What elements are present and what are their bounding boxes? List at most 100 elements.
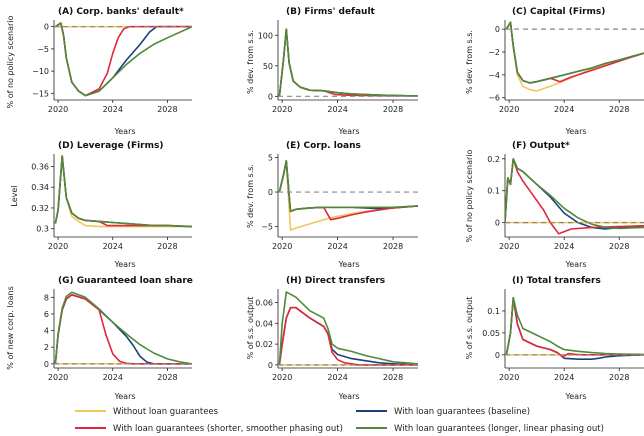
panel-g-series-shorter [54, 293, 192, 365]
panel-b-y-tick-label: 100 [258, 31, 273, 40]
panel-i-x-tick-label: 2028 [609, 373, 629, 382]
panel-i-x-tick-label: 2020 [499, 373, 519, 382]
panel-h-plot: 2020 2024 2028 0.06 0.04 0.02 0 [255, 289, 418, 382]
panel-g-y-tick-label: 4 [44, 327, 49, 336]
panel-f-series-longer [505, 158, 644, 230]
panel-c-plot: 2020 2024 2028 0 −2 −4 −6 [488, 20, 644, 114]
panel-a-ylabel: % of no policy scenario [6, 15, 15, 108]
panel-i-title: (I) Total transfers [512, 276, 601, 286]
panel-f-title: (F) Output* [512, 141, 570, 151]
panel-i-series-group [505, 296, 644, 361]
panel-b-x-tick-label: 2028 [383, 105, 403, 114]
panel-g-series-group [54, 291, 192, 365]
panel-d-x-tick-label: 2028 [157, 242, 177, 251]
panel-c-series-shorter [505, 21, 644, 84]
panel-e-xlabel: Years [337, 260, 359, 269]
panel-h-x-tick-label: 2020 [272, 373, 292, 382]
panel-c-y-tick-label: −6 [488, 94, 500, 103]
panel-h-y-tick-label: 0.06 [255, 299, 273, 308]
panel-a-x-tick-label: 2028 [157, 105, 177, 114]
panel-e-series-shorter [278, 160, 418, 221]
panel-c-x-tick-label: 2024 [554, 105, 574, 114]
panel-i-plot: 2020 2024 2028 0.1 0.05 0 [482, 289, 644, 382]
panel-g-x-tick-label: 2028 [157, 373, 177, 382]
legend-label-baseline: With loan guarantees (baseline) [394, 407, 530, 417]
panel-f-series-group [505, 158, 644, 235]
panel-f-ylabel: % of no policy scenario [465, 149, 474, 242]
panel-a-series-group [54, 22, 192, 97]
panel-a-series-longer [54, 22, 192, 97]
panel-d-ylabel: Level [10, 185, 19, 206]
panel-i-series-baseline [505, 296, 644, 361]
panel-f-y-tick-label: 0.2 [487, 155, 500, 164]
panel-a-x-tick-label: 2024 [103, 105, 123, 114]
panel-c-series-group [505, 21, 644, 92]
panel-c-y-tick-label: −4 [488, 71, 500, 80]
panel-i-series-shorter [505, 296, 644, 358]
panel-g-xlabel: Years [113, 392, 135, 401]
panel-g-y-tick-label: 8 [44, 293, 49, 302]
panel-h-x-tick-label: 2028 [383, 373, 403, 382]
panel-b-x-tick-label: 2020 [272, 105, 292, 114]
legend-label-without: Without loan guarantees [113, 407, 219, 417]
panel-g-x-tick-label: 2020 [48, 373, 68, 382]
panel-c-y-tick-label: 0 [495, 25, 500, 34]
panel-d-series-group [54, 155, 192, 228]
panel-d-x-tick-label: 2020 [48, 242, 68, 251]
panel-e-y-tick-label: 0 [268, 188, 273, 197]
panel-g-title: (G) Guaranteed loan share [58, 276, 193, 286]
panel-c-ylabel: % dev. from s.s. [465, 30, 474, 94]
panel-f-x-tick-label: 2020 [499, 242, 519, 251]
panel-d-series-longer [54, 155, 192, 228]
panel-e-series-without [278, 160, 418, 231]
panel-f-x-tick-label: 2028 [609, 242, 629, 251]
panel-h-title: (H) Direct transfers [286, 276, 385, 286]
panel-i-x-tick-label: 2024 [554, 373, 574, 382]
panel-f-xlabel: Years [564, 260, 586, 269]
panel-f-y-tick-label: 0.1 [487, 187, 500, 196]
panel-b-x-tick-label: 2024 [327, 105, 347, 114]
panel-c-x-tick-label: 2028 [609, 105, 629, 114]
panel-d-y-tick-label: 0.36 [31, 162, 49, 171]
panel-a-y-tick-label: −10 [32, 67, 49, 76]
legend-label-shorter: With loan guarantees (shorter, smoother … [113, 424, 343, 434]
panel-e-x-tick-label: 2024 [327, 242, 347, 251]
panel-b-ylabel: % dev. from s.s. [246, 30, 255, 94]
panel-e-x-tick-label: 2020 [272, 242, 292, 251]
panel-h-y-tick-label: 0.02 [255, 340, 273, 349]
panel-e-title: (E) Corp. loans [286, 141, 361, 151]
panel-a-x-tick-label: 2020 [48, 105, 68, 114]
panel-c-x-tick-label: 2020 [499, 105, 519, 114]
panel-a-plot: 2020 2024 2028 0 −5 −10 −15 [32, 20, 192, 114]
panel-a-y-tick-label: −15 [32, 89, 49, 98]
panel-d-plot: 2020 2024 2028 0.36 0.34 0.32 0.3 [31, 154, 192, 251]
panel-h-series-shorter [278, 306, 418, 366]
panel-a-series-baseline [54, 22, 192, 97]
panel-e-series-baseline [278, 160, 418, 213]
panel-d-x-tick-label: 2024 [103, 242, 123, 251]
panel-g-series-longer [54, 291, 192, 365]
panel-h-x-tick-label: 2024 [327, 373, 347, 382]
panel-b-plot: 2020 2024 2028 100 50 0 [258, 20, 418, 114]
panel-e-ylabel: % dev. from s.s. [246, 164, 255, 228]
panel-b-series-group [278, 28, 418, 97]
panel-g-plot: 2020 2024 2028 8 6 4 2 0 [44, 289, 192, 382]
panel-h-series-baseline [278, 306, 418, 366]
panel-b-xlabel: Years [337, 127, 359, 136]
panel-e-y-tick-label: 5 [268, 153, 273, 162]
panel-a-y-tick-label: 0 [44, 23, 49, 32]
panel-f-plot: 2020 2024 2028 0.2 0.1 0 [487, 154, 644, 251]
panel-i-y-tick-label: 0 [495, 351, 500, 360]
panel-g-x-tick-label: 2024 [103, 373, 123, 382]
panel-g-y-tick-label: 2 [44, 343, 49, 352]
panel-i-series-longer [505, 296, 644, 356]
panel-a-y-tick-label: −5 [37, 45, 49, 54]
legend-label-longer: With loan guarantees (longer, linear pha… [394, 424, 604, 434]
panel-f-series-baseline [505, 158, 644, 230]
panel-c-series-baseline [505, 21, 644, 84]
legend: Without loan guarantees With loan guaran… [75, 407, 604, 434]
panel-h-y-tick-label: 0 [268, 361, 273, 370]
panel-f-x-tick-label: 2024 [554, 242, 574, 251]
panel-d-y-tick-label: 0.34 [31, 183, 49, 192]
